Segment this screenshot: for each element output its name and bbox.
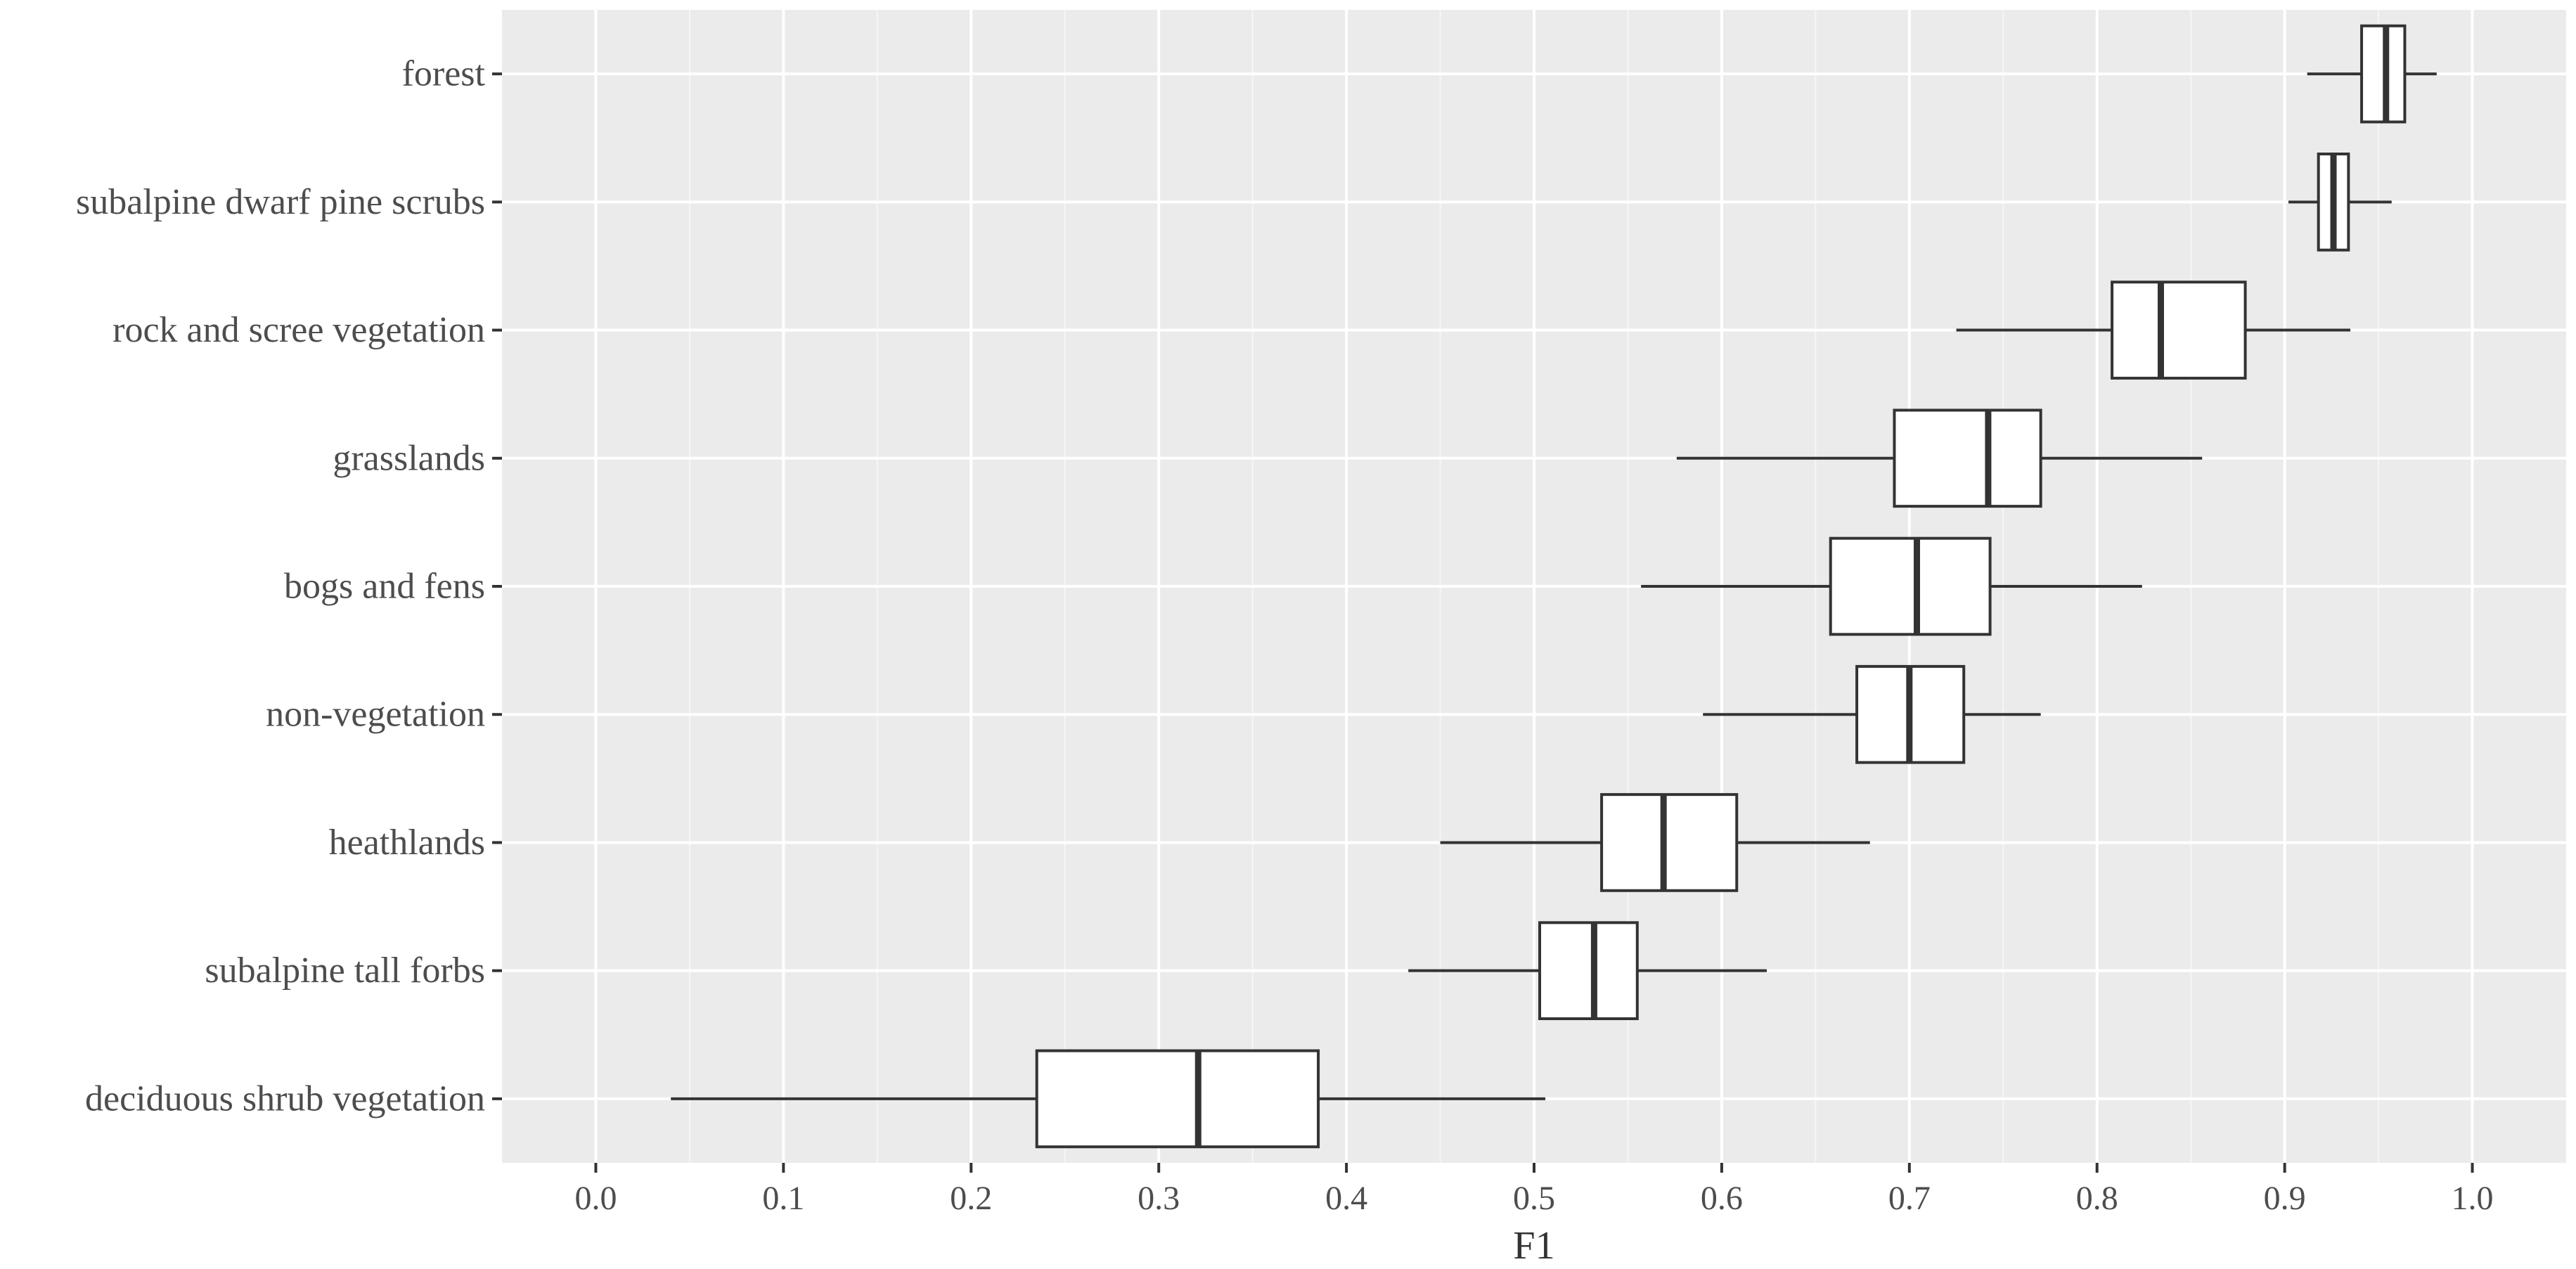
x-tick-label: 0.5 bbox=[1513, 1180, 1555, 1217]
box-subalpine-tall-forbs bbox=[1408, 921, 1767, 1021]
x-axis-title: F1 bbox=[1513, 1224, 1554, 1268]
y-category-label: forest bbox=[402, 54, 486, 94]
y-category-label: subalpine dwarf pine scrubs bbox=[76, 182, 485, 222]
box-heathlands bbox=[1440, 793, 1870, 892]
box-forest bbox=[2307, 24, 2437, 124]
box-iqr bbox=[1538, 921, 1639, 1021]
x-axis: 0.0 0.1 0.2 0.3 0.4 0.5 0.6 0.7 0.8 0.9 1.0 bbox=[574, 1163, 2494, 1217]
box-iqr bbox=[1035, 1049, 1320, 1149]
y-category-label: deciduous shrub vegetation bbox=[85, 1078, 485, 1119]
y-axis: forest subalpine dwarf pine scrubs rock an… bbox=[76, 54, 502, 1119]
box-subalpine-dwarf-pine-scrubs bbox=[2288, 153, 2392, 252]
x-tick-label: 0.4 bbox=[1325, 1180, 1367, 1217]
y-category-label: rock and scree vegetation bbox=[112, 310, 485, 350]
x-tick-label: 0.3 bbox=[1138, 1180, 1180, 1217]
box-grasslands bbox=[1676, 408, 2203, 508]
box-iqr bbox=[1893, 408, 2042, 508]
box-iqr bbox=[1829, 536, 1992, 636]
box-bogs-and-fens bbox=[1641, 536, 2142, 636]
y-category-label: heathlands bbox=[329, 823, 485, 863]
x-tick-label: 0.7 bbox=[1888, 1180, 1931, 1217]
x-tick-label: 1.0 bbox=[2452, 1180, 2494, 1217]
x-tick-label: 0.1 bbox=[762, 1180, 804, 1217]
box-non-vegetation bbox=[1703, 664, 2041, 764]
box-deciduous-shrub-vegetation bbox=[671, 1049, 1546, 1149]
box-iqr bbox=[1600, 793, 1739, 892]
y-category-label: bogs and fens bbox=[284, 567, 485, 607]
boxes-layer bbox=[671, 24, 2437, 1149]
box-iqr bbox=[2111, 281, 2247, 380]
x-tick-label: 0.9 bbox=[2264, 1180, 2306, 1217]
y-category-label: non-vegetation bbox=[266, 695, 485, 735]
x-tick-label: 0.8 bbox=[2076, 1180, 2118, 1217]
x-tick-label: 0.2 bbox=[950, 1180, 992, 1217]
box-rock-and-scree-vegetation bbox=[1956, 281, 2351, 380]
x-tick-label: 0.0 bbox=[574, 1180, 617, 1217]
x-tick-label: 0.6 bbox=[1701, 1180, 1743, 1217]
y-category-label: subalpine tall forbs bbox=[205, 951, 485, 991]
y-category-label: grasslands bbox=[333, 438, 485, 478]
